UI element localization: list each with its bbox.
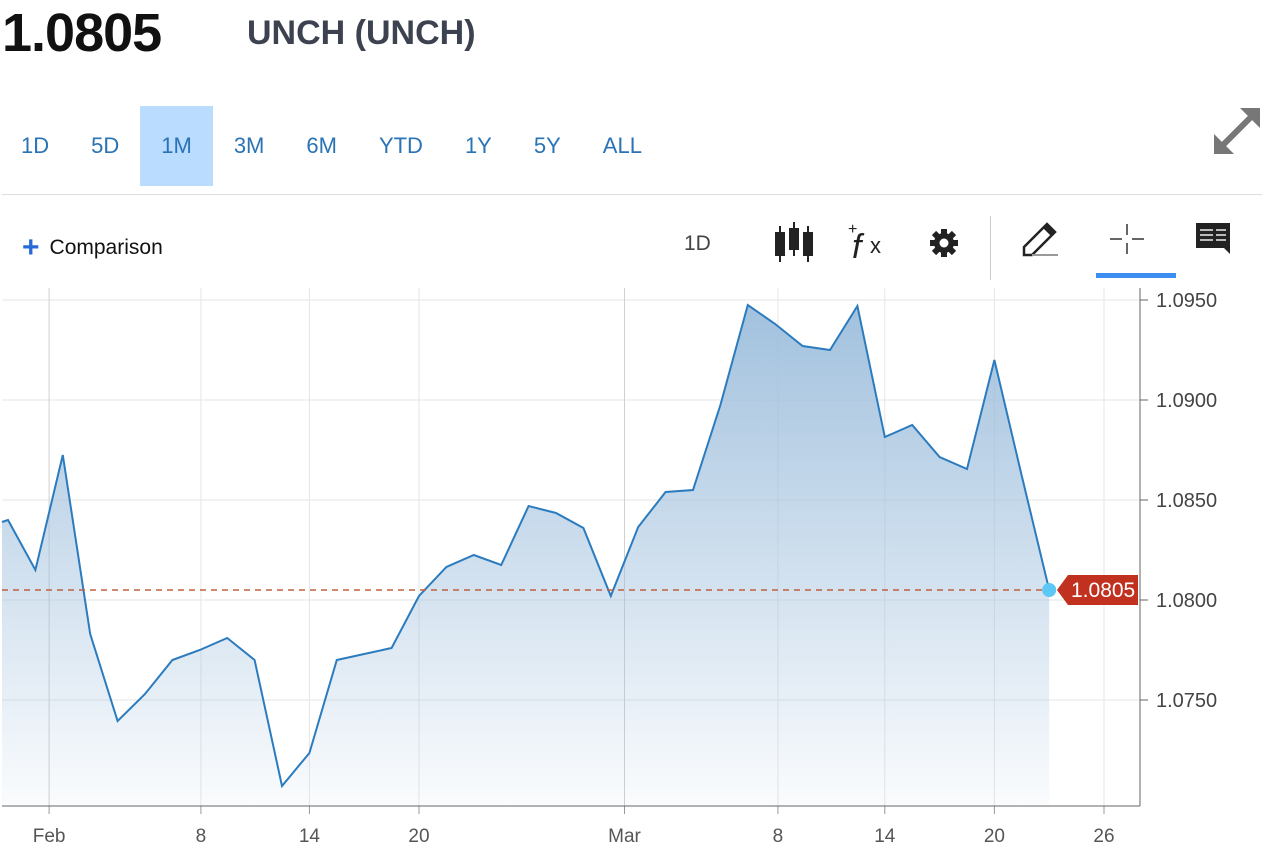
range-1d[interactable]: 1D <box>21 133 50 158</box>
x-tick-label: Mar <box>608 826 641 847</box>
expand-icon[interactable] <box>1212 106 1262 156</box>
pencil-icon[interactable] <box>1020 220 1062 260</box>
svg-text:f: f <box>852 228 865 266</box>
interval-button[interactable]: 1D <box>684 232 711 255</box>
last-price-label-bg <box>1057 575 1138 605</box>
price-area <box>2 305 1050 806</box>
function-icon[interactable]: +f x <box>848 220 890 266</box>
range-5d[interactable]: 5D <box>91 133 120 158</box>
current-price: 1.0805 <box>2 3 162 63</box>
crosshair-icon[interactable] <box>1108 220 1146 260</box>
x-tick-label: 20 <box>984 826 1005 847</box>
price-line <box>1 303 1051 789</box>
x-tick-label: 14 <box>299 826 321 847</box>
candlestick-icon[interactable] <box>774 220 816 264</box>
comment-icon[interactable] <box>1195 222 1233 256</box>
svg-text:+: + <box>848 221 857 238</box>
gear-icon[interactable] <box>928 227 960 259</box>
x-tick-label: 8 <box>196 826 207 847</box>
x-tick-label: 14 <box>874 826 896 847</box>
price-change: UNCH (UNCH) <box>247 14 476 52</box>
svg-text:x: x <box>870 233 881 258</box>
y-tick-label: 1.0750 <box>1156 690 1217 712</box>
y-tick-label: 1.0900 <box>1156 390 1217 412</box>
x-tick-label: 8 <box>773 826 784 847</box>
range-1y[interactable]: 1Y <box>464 133 492 158</box>
comparison-button[interactable]: + Comparison <box>22 231 163 264</box>
range-all[interactable]: ALL <box>602 133 642 158</box>
comparison-label: Comparison <box>49 236 163 259</box>
plus-icon: + <box>22 231 40 264</box>
range-3m[interactable]: 3M <box>233 133 265 158</box>
range-6m[interactable]: 6M <box>306 133 337 158</box>
range-ytd[interactable]: YTD <box>378 133 423 158</box>
active-tool-indicator <box>1096 273 1176 278</box>
range-5y[interactable]: 5Y <box>533 133 561 158</box>
x-tick-label: 20 <box>408 826 429 847</box>
range-selector: 1D 5D 1M 3M 6M YTD 1Y 5Y ALL <box>0 106 663 186</box>
range-1m[interactable]: 1M <box>140 106 213 186</box>
x-tick-label: 26 <box>1093 826 1114 847</box>
x-tick-label: Feb <box>33 826 66 847</box>
last-price-label: 1.0805 <box>1071 579 1135 602</box>
y-tick-label: 1.0950 <box>1156 290 1217 312</box>
divider <box>2 194 1262 195</box>
last-price-dot <box>1042 583 1057 597</box>
y-tick-label: 1.0800 <box>1156 590 1217 612</box>
y-tick-label: 1.0850 <box>1156 490 1217 512</box>
toolbar-divider <box>990 216 991 280</box>
